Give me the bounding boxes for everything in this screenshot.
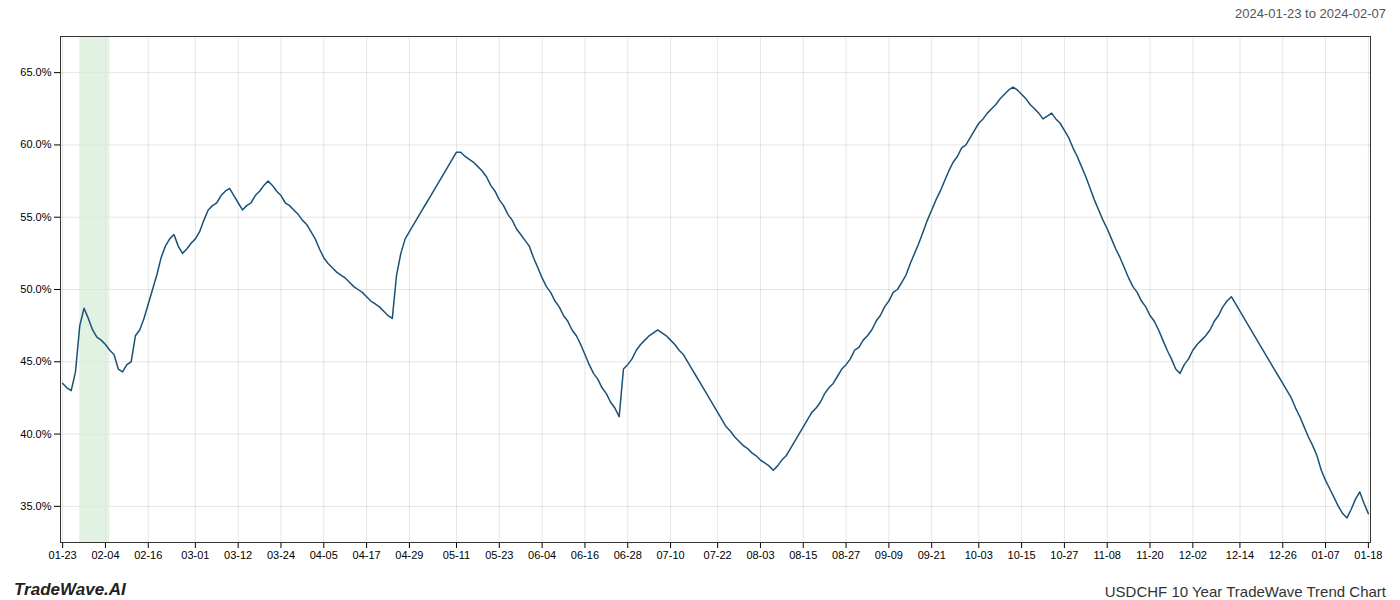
svg-text:08-15: 08-15 bbox=[789, 549, 817, 561]
svg-text:02-04: 02-04 bbox=[91, 549, 119, 561]
svg-text:04-05: 04-05 bbox=[310, 549, 338, 561]
svg-text:05-11: 05-11 bbox=[443, 549, 470, 561]
html-text:TradeWave.AI: TradeWave.AI bbox=[14, 580, 126, 599]
svg-text:10-15: 10-15 bbox=[1008, 549, 1036, 561]
svg-text:07-22: 07-22 bbox=[704, 549, 732, 561]
svg-text:40.0%: 40.0% bbox=[20, 428, 51, 440]
svg-text:65.0%: 65.0% bbox=[20, 66, 51, 78]
svg-text:10-27: 10-27 bbox=[1050, 549, 1078, 561]
svg-text:06-28: 06-28 bbox=[614, 549, 642, 561]
svg-text:50.0%: 50.0% bbox=[20, 283, 51, 295]
svg-text:01-23: 01-23 bbox=[49, 549, 77, 561]
html-text:USDCHF 10 Year TradeWave Trend: USDCHF 10 Year TradeWave Trend Chart bbox=[1104, 583, 1386, 600]
svg-text:04-17: 04-17 bbox=[353, 549, 381, 561]
svg-text:10-03: 10-03 bbox=[965, 549, 993, 561]
svg-text:08-03: 08-03 bbox=[746, 549, 774, 561]
svg-text:03-12: 03-12 bbox=[224, 549, 252, 561]
svg-text:12-02: 12-02 bbox=[1179, 549, 1207, 561]
svg-text:09-21: 09-21 bbox=[918, 549, 946, 561]
svg-text:08-27: 08-27 bbox=[832, 549, 860, 561]
svg-text:03-24: 03-24 bbox=[267, 549, 295, 561]
svg-text:04-29: 04-29 bbox=[395, 549, 423, 561]
svg-text:03-01: 03-01 bbox=[181, 549, 209, 561]
svg-text:12-14: 12-14 bbox=[1226, 549, 1254, 561]
svg-text:01-07: 01-07 bbox=[1311, 549, 1339, 561]
svg-text:35.0%: 35.0% bbox=[20, 500, 51, 512]
svg-text:06-16: 06-16 bbox=[571, 549, 599, 561]
html-text:2024-01-23 to 2024-02-07: 2024-01-23 to 2024-02-07 bbox=[1234, 6, 1386, 21]
svg-text:05-23: 05-23 bbox=[485, 549, 513, 561]
svg-text:01-18: 01-18 bbox=[1354, 549, 1382, 561]
svg-text:11-20: 11-20 bbox=[1136, 549, 1163, 561]
svg-text:02-16: 02-16 bbox=[134, 549, 162, 561]
svg-text:12-26: 12-26 bbox=[1269, 549, 1297, 561]
svg-text:07-10: 07-10 bbox=[656, 549, 684, 561]
svg-text:11-08: 11-08 bbox=[1094, 549, 1121, 561]
svg-text:45.0%: 45.0% bbox=[20, 355, 51, 367]
svg-text:55.0%: 55.0% bbox=[20, 211, 51, 223]
svg-text:06-04: 06-04 bbox=[528, 549, 556, 561]
svg-text:09-09: 09-09 bbox=[875, 549, 903, 561]
svg-text:60.0%: 60.0% bbox=[20, 138, 51, 150]
